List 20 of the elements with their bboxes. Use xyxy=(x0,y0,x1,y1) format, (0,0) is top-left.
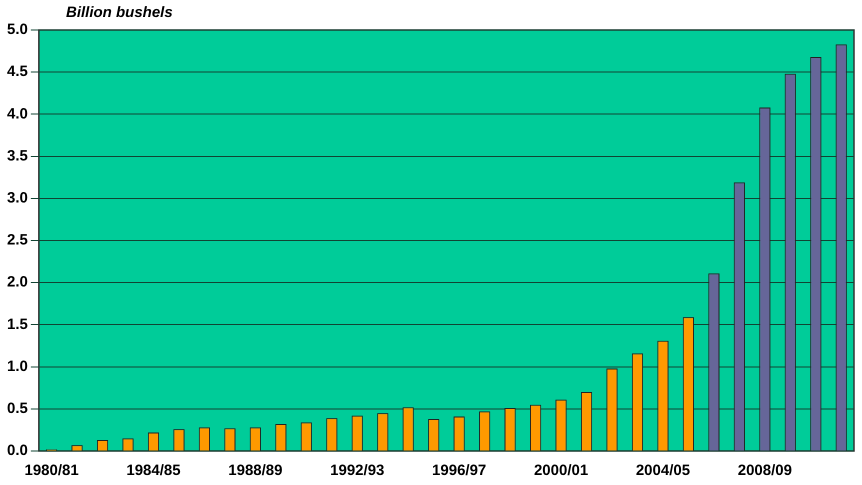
y-tick-label: 1.0 xyxy=(6,358,28,375)
y-tick-label: 4.0 xyxy=(6,105,28,122)
y-tick-label: 2.5 xyxy=(6,232,28,249)
y-tick-label: 3.5 xyxy=(6,147,28,164)
x-tick-label: 1984/85 xyxy=(126,462,181,480)
y-tick-label: 0.0 xyxy=(6,442,28,460)
x-tick-label: 1996/97 xyxy=(432,462,486,480)
x-tick-label: 2004/05 xyxy=(636,462,690,480)
x-tick-label: 2000/01 xyxy=(534,462,588,480)
x-tick-label: 2008/09 xyxy=(738,462,792,480)
y-tick-label: 0.5 xyxy=(6,400,28,418)
x-tick-label: 1988/89 xyxy=(228,462,282,480)
y-tick-label: 1.5 xyxy=(6,316,28,333)
y-axis-title: Billion bushels xyxy=(66,4,173,21)
y-tick-label: 2.0 xyxy=(6,274,28,291)
y-tick-label: 5.0 xyxy=(6,21,28,38)
y-tick-label: 4.5 xyxy=(6,63,28,80)
x-tick-label: 1980/81 xyxy=(24,462,79,480)
x-tick-label: 1992/93 xyxy=(330,462,384,480)
y-tick-label: 3.0 xyxy=(6,190,28,207)
